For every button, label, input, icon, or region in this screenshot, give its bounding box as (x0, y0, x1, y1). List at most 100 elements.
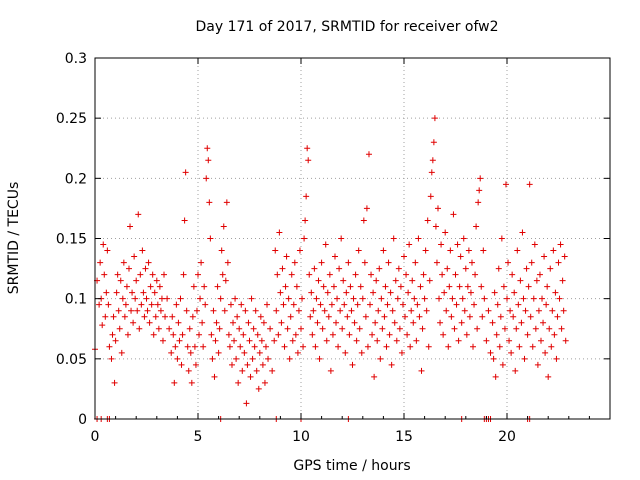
data-point (483, 337, 490, 344)
data-point (224, 259, 231, 266)
data-point (437, 319, 444, 326)
data-point (459, 295, 466, 302)
data-point (450, 211, 457, 218)
data-point (203, 175, 210, 182)
data-point (499, 361, 506, 368)
data-point (211, 373, 218, 380)
data-point (527, 313, 534, 320)
data-point (545, 373, 552, 380)
data-point (309, 331, 316, 338)
data-point (348, 307, 355, 314)
data-point (555, 259, 562, 266)
data-point (436, 295, 443, 302)
data-point (449, 295, 456, 302)
data-point (374, 337, 381, 344)
data-point (175, 319, 182, 326)
data-point (386, 331, 393, 338)
data-point (185, 367, 192, 374)
data-point (558, 325, 565, 332)
data-point (413, 337, 420, 344)
data-point (315, 277, 322, 284)
data-point (553, 355, 560, 362)
data-point (140, 289, 147, 296)
data-point (197, 295, 204, 302)
data-point (468, 259, 475, 266)
data-point (262, 343, 269, 350)
data-point (225, 331, 232, 338)
data-point (371, 373, 378, 380)
data-point (472, 271, 479, 278)
data-point (247, 373, 254, 380)
x-tick-label: 10 (292, 429, 310, 445)
data-point (220, 223, 227, 230)
data-point (501, 325, 508, 332)
data-point (132, 295, 139, 302)
data-point (196, 331, 203, 338)
data-point (327, 367, 334, 374)
data-point (454, 241, 461, 248)
data-point (514, 247, 521, 254)
data-point (174, 355, 181, 362)
data-point (177, 295, 184, 302)
data-point (319, 325, 326, 332)
data-point (349, 361, 356, 368)
data-point (178, 361, 185, 368)
data-point (418, 367, 425, 374)
data-point (207, 235, 214, 242)
data-point (244, 361, 251, 368)
data-point (333, 319, 340, 326)
data-point (544, 283, 551, 290)
data-point (402, 313, 409, 320)
data-point (228, 361, 235, 368)
data-point (254, 331, 261, 338)
data-point (550, 247, 557, 254)
data-point (451, 325, 458, 332)
data-point (522, 307, 529, 314)
data-point (209, 355, 216, 362)
data-point (154, 301, 161, 308)
data-point (471, 301, 478, 308)
data-point (320, 283, 327, 290)
data-point (276, 229, 283, 236)
data-point (227, 301, 234, 308)
data-point (414, 301, 421, 308)
data-point (505, 259, 512, 266)
data-point (252, 307, 259, 314)
data-point (387, 289, 394, 296)
data-point (216, 325, 223, 332)
data-point (507, 307, 514, 314)
data-point (385, 259, 392, 266)
data-point (267, 325, 274, 332)
data-point (241, 349, 248, 356)
data-point (116, 325, 123, 332)
data-point (518, 319, 525, 326)
data-point (106, 343, 113, 350)
data-point (433, 259, 440, 266)
data-point (179, 331, 186, 338)
data-point (515, 301, 522, 308)
data-point (490, 355, 497, 362)
data-point (236, 325, 243, 332)
data-point (161, 271, 168, 278)
data-point (286, 355, 293, 362)
data-point (533, 277, 540, 284)
data-point (344, 313, 351, 320)
data-point (102, 313, 109, 320)
data-point (560, 307, 567, 314)
data-point (542, 349, 549, 356)
data-point (504, 295, 510, 302)
data-point (554, 313, 561, 320)
data-point (120, 259, 127, 266)
data-point (494, 301, 501, 308)
data-point (393, 337, 400, 344)
data-point (153, 277, 160, 284)
data-point (491, 289, 498, 296)
data-point (171, 379, 178, 386)
data-point (205, 157, 212, 164)
data-point (214, 283, 221, 290)
data-point (304, 145, 311, 152)
data-point (443, 307, 450, 314)
data-point (475, 199, 482, 206)
data-point (265, 355, 272, 362)
data-point (335, 343, 342, 350)
